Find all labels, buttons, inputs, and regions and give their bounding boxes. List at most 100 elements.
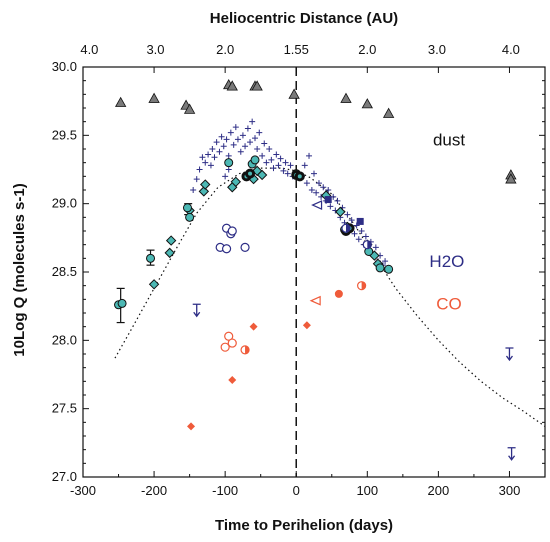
diamond-point <box>148 279 160 290</box>
plus-point <box>382 258 389 265</box>
plus-point <box>207 162 214 169</box>
plus-point <box>196 166 203 173</box>
x-tick-label: -200 <box>141 483 167 498</box>
half-circle-fill <box>361 281 366 290</box>
dust-point <box>288 88 300 99</box>
x-axis-title: Time to Perihelion (days) <box>215 517 393 534</box>
plus-point <box>334 197 341 204</box>
y-tick-label: 27.0 <box>52 469 77 484</box>
plus-point <box>205 151 212 158</box>
triangle-left-point <box>309 295 321 306</box>
plus-point <box>225 152 232 159</box>
top-tick-label: 1.55 <box>284 42 309 57</box>
teal-circle-point <box>146 253 156 263</box>
y-tick-label: 29.0 <box>52 196 77 211</box>
plus-point <box>213 139 220 146</box>
plus-point <box>313 189 320 196</box>
open-circle-point <box>220 342 230 352</box>
plus-point <box>261 140 268 147</box>
y-tick-label: 28.5 <box>52 264 77 279</box>
plus-point <box>303 180 310 187</box>
plus-point <box>216 148 223 155</box>
plus-point <box>225 166 232 173</box>
plus-point <box>199 154 206 161</box>
plus-point <box>344 211 351 218</box>
plus-point <box>244 125 251 132</box>
y-tick-label: 30.0 <box>52 59 77 74</box>
diamond-point <box>256 169 268 181</box>
x-tick-label: -100 <box>212 483 238 498</box>
annotation-co: CO <box>436 294 462 313</box>
top-tick-label: 2.0 <box>358 42 376 57</box>
plus-point <box>252 135 259 142</box>
y-tick-label: 28.0 <box>52 332 77 347</box>
y-axis-title: 10Log Q (molecules s-1) <box>11 183 28 356</box>
plus-point <box>223 136 230 143</box>
plus-point <box>247 139 254 146</box>
diamond-point <box>198 186 210 197</box>
dust-point <box>183 103 196 114</box>
plus-point <box>232 124 239 131</box>
plus-point <box>282 159 289 166</box>
plus-point <box>222 173 229 180</box>
dust-point <box>226 80 238 91</box>
dust-point <box>361 98 373 109</box>
plus-point <box>311 170 317 177</box>
plus-point <box>190 187 197 193</box>
diamond-point <box>200 179 211 190</box>
plus-point <box>358 228 365 234</box>
plus-point <box>202 159 209 166</box>
black-circle-core <box>248 171 253 176</box>
co-diamond-point <box>228 375 237 384</box>
dust-point <box>114 96 127 107</box>
top-axis-title: Heliocentric Distance (AU) <box>210 10 398 27</box>
diamond-point <box>335 206 346 218</box>
plus-point <box>301 162 308 169</box>
plus-point <box>351 230 358 237</box>
data-points <box>114 78 517 461</box>
triangle-left-point <box>311 200 323 210</box>
dust-point <box>148 92 160 103</box>
plus-point <box>353 222 360 229</box>
teal-circle-point <box>250 155 260 165</box>
top-tick-label: 3.0 <box>428 42 446 57</box>
plus-point <box>327 203 334 210</box>
plus-point <box>355 236 362 243</box>
plus-point <box>259 152 266 159</box>
plus-point <box>270 165 277 172</box>
x-tick-label: -300 <box>70 483 96 498</box>
plus-point <box>230 141 237 148</box>
plot-frame <box>82 66 546 478</box>
plus-point <box>263 159 270 166</box>
teal-circle-point <box>384 264 394 274</box>
open-circle-point <box>227 226 237 236</box>
x-tick-label: 100 <box>356 483 378 498</box>
plus-point <box>362 233 369 240</box>
teal-circle-point <box>185 212 195 222</box>
diamond-point <box>230 176 242 188</box>
x-tick-label: 200 <box>428 483 450 498</box>
axis-ticks <box>82 66 546 478</box>
teal-circle-point <box>117 298 127 308</box>
plus-point <box>320 184 327 191</box>
open-circle-point <box>221 244 232 254</box>
plus-point <box>220 143 227 150</box>
half-circle-fill <box>245 345 250 354</box>
co-diamond-point <box>249 322 258 331</box>
plus-point <box>254 146 261 152</box>
top-tick-label: 4.0 <box>80 42 98 57</box>
plus-point <box>239 132 246 139</box>
plus-point <box>218 133 225 140</box>
half-circle-fill <box>345 224 350 233</box>
plus-point <box>273 151 280 158</box>
teal-circle-point <box>224 158 234 168</box>
square-point <box>324 196 332 204</box>
dust-point <box>505 173 517 184</box>
plus-point <box>237 148 244 155</box>
dust-point <box>382 107 395 118</box>
open-circle-point <box>240 242 250 252</box>
upper-limit-arrow <box>192 303 201 318</box>
plus-point <box>277 155 284 162</box>
open-circle-point <box>227 338 237 348</box>
